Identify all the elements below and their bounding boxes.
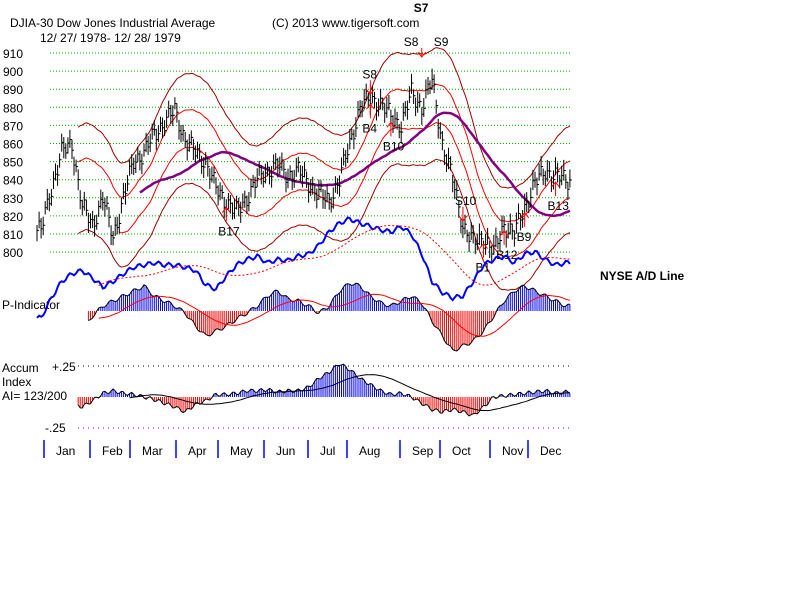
- lower-band: [77, 158, 571, 291]
- signal-label: S10: [455, 194, 477, 208]
- y-tick-label: 810: [3, 228, 23, 242]
- chart-subtitle: 12/ 27/ 1978- 12/ 28/ 1979: [40, 31, 181, 45]
- ad-line-ma: [98, 224, 570, 287]
- y-tick-label: 870: [3, 119, 23, 133]
- ad-line-label: NYSE A/D Line: [600, 269, 685, 283]
- y-tick-label: 880: [3, 101, 23, 115]
- y-tick-label: 830: [3, 192, 23, 206]
- p-indicator-label: P-Indicator: [2, 298, 60, 312]
- accum-ratio: AI= 123/200: [2, 389, 67, 403]
- accum-index-ma: [129, 374, 570, 412]
- signal-label: B4: [362, 121, 377, 135]
- signal-arrowhead: [365, 88, 375, 96]
- accum-label-2: Index: [2, 375, 31, 389]
- y-tick-label: 820: [3, 210, 23, 224]
- signal-arrowhead: [520, 212, 530, 219]
- accum-label-1: Accum: [2, 361, 39, 375]
- month-label: Sep: [412, 444, 434, 458]
- y-tick-label: 800: [3, 246, 23, 260]
- p-indicator-line: [88, 282, 570, 352]
- accum-index-line: [77, 363, 571, 417]
- chart-title: DJIA-30 Dow Jones Industrial Average: [10, 16, 216, 30]
- month-label: Dec: [540, 444, 561, 458]
- signal-arrowhead: [458, 215, 468, 222]
- signal-label: S7: [414, 1, 429, 15]
- accum-lower-tick: -.25: [45, 421, 66, 435]
- moving-average-50: [139, 111, 571, 218]
- month-label: Aug: [359, 444, 380, 458]
- signal-label: S8: [404, 35, 419, 49]
- month-label: Feb: [102, 444, 123, 458]
- y-tick-label: 890: [3, 83, 23, 97]
- month-label: Nov: [502, 444, 523, 458]
- month-label: Jan: [56, 444, 75, 458]
- y-tick-label: 860: [3, 138, 23, 152]
- signal-label: S8: [362, 67, 377, 81]
- y-tick-label: 900: [3, 65, 23, 79]
- signal-label: B9: [517, 230, 532, 244]
- inner-lower-band: [119, 122, 571, 258]
- month-label: Oct: [452, 444, 471, 458]
- signal-label: B10: [383, 139, 405, 153]
- signal-label: B13: [548, 199, 570, 213]
- month-label: Mar: [142, 444, 163, 458]
- y-tick-label: 910: [3, 47, 23, 61]
- inner-upper-band: [77, 83, 571, 223]
- month-label: May: [230, 444, 253, 458]
- p-indicator-ma: [98, 293, 571, 337]
- signal-arrowhead: [479, 242, 488, 249]
- signal-arrowhead: [551, 181, 560, 188]
- signal-arrowhead: [221, 206, 231, 213]
- signal-label: B17: [218, 224, 240, 238]
- month-label: Jul: [320, 444, 335, 458]
- y-tick-label: 840: [3, 174, 23, 188]
- ad-line: [36, 216, 571, 319]
- month-label: Jun: [276, 444, 295, 458]
- copyright: (C) 2013 www.tigersoft.com: [272, 16, 419, 30]
- signal-arrowhead: [417, 51, 427, 58]
- signal-label: S9: [434, 35, 449, 49]
- accum-upper-tick: +.25: [52, 360, 76, 374]
- signal-arrowhead: [499, 230, 509, 237]
- month-label: Apr: [188, 444, 207, 458]
- y-tick-label: 850: [3, 156, 23, 170]
- signal-arrowhead: [386, 121, 396, 128]
- signal-arrowhead: [365, 103, 375, 110]
- upper-band: [77, 47, 571, 189]
